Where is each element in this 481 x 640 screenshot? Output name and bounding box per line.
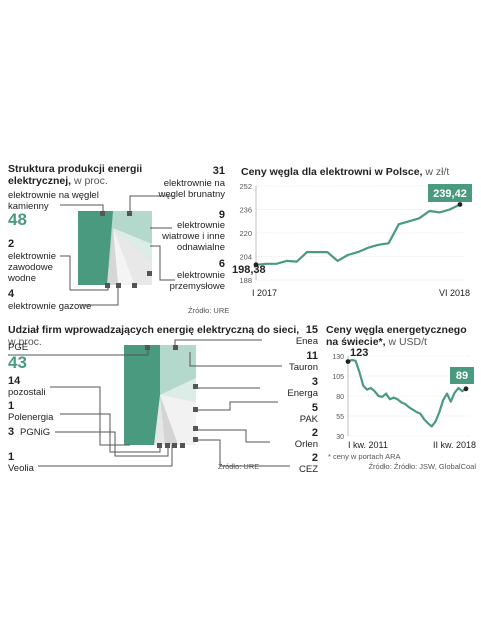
y-tick-label: 105: [332, 374, 344, 381]
pie2-label-pge: PGE: [8, 342, 29, 353]
last-point: [457, 202, 463, 207]
x-end-label: VI 2018: [439, 288, 470, 298]
pie2-label-pgnig: PGNiG: [20, 427, 51, 438]
pie2-value-energa: 3: [311, 376, 318, 388]
last-value-label: 239,42: [433, 188, 467, 200]
line2-source: Źródło: Źródło: JSW, GlobalCoal: [368, 462, 476, 471]
pie1-value-brunatny: 31: [212, 165, 225, 177]
last-value-box: [450, 367, 474, 384]
pie2-value-veolia: 1: [8, 451, 15, 463]
pie1-label-wodne: elektrownie zawodowe wodne: [8, 251, 57, 284]
first-point: [345, 359, 351, 364]
y-tick-label: 236: [239, 206, 252, 215]
last-point: [463, 386, 469, 392]
pie2-label-tauron: Tauron: [288, 362, 318, 373]
first-value-label: 198,38: [232, 264, 266, 276]
pie1-title: Struktura produkcji energii elektrycznej…: [8, 163, 143, 187]
last-value-label: 89: [456, 370, 468, 382]
first-value-label: 123: [350, 348, 368, 359]
pie2-label-cez: CEZ: [299, 464, 318, 475]
pie1-slice-przemyslowe: [113, 228, 152, 285]
y-tick-label: 204: [239, 253, 252, 262]
series-line: [347, 358, 467, 428]
y-tick-label: 55: [336, 414, 344, 421]
pie1-label-wiatrowe: elektrownie wiatrowe i inne odnawialne: [162, 220, 225, 253]
y-tick-label: 220: [239, 229, 252, 238]
line2-chart: 130 105 80 55 30 123 89 I kw. 2011 II kw. 2018: [332, 348, 476, 450]
pie2-value-pge: 43: [8, 353, 27, 372]
pie1-slice-brunatny: [113, 211, 152, 244]
pie2-label-pozostali: pozostali: [8, 387, 46, 398]
y-tick-label: 80: [336, 394, 344, 401]
pie1-value-wodne: 2: [8, 238, 15, 250]
pie1-value-przemyslowe: 6: [218, 258, 225, 270]
line2-footnote: * ceny w portach ARA: [328, 452, 401, 461]
pie1-slice-gazowe: [113, 228, 135, 285]
line1-title: Ceny węgla dla elektrowni w Polsce, w zł…: [241, 166, 450, 178]
pie2-title: Udział firm wprowadzających energię elek…: [8, 324, 300, 348]
pie1-leaders: [60, 195, 175, 306]
pie2-value-orlen: 2: [311, 427, 318, 439]
pie2-slice-small: [160, 395, 178, 445]
y-tick-label: 30: [336, 434, 344, 441]
first-point: [253, 262, 259, 268]
pie1-value-wiatrowe: 9: [218, 209, 225, 221]
pie1-markers: [100, 211, 152, 288]
pie2-leaders: [8, 339, 290, 467]
series-line: [255, 203, 461, 266]
pie1-source: Źródło: URE: [188, 306, 230, 315]
pie2-label-polenergia: Polenergia: [8, 412, 54, 423]
pie2-value-tauron: 11: [306, 350, 318, 362]
pie2-slice-pge: [124, 345, 160, 445]
pie1-label-brunatny: elektrownie na węglel brunatny: [158, 178, 225, 200]
pie1-value-kamienny: 48: [8, 210, 27, 229]
pie2-slice-enea-tauron: [160, 345, 196, 395]
last-value-box: [428, 184, 472, 202]
pie1-slice-kamienny: [78, 211, 113, 285]
pie2-label-enea: Enea: [295, 336, 318, 347]
y-tick-label: 252: [239, 182, 252, 191]
pie2-label-orlen: Orlen: [294, 439, 318, 450]
y-tick-label: 188: [239, 276, 252, 285]
pie2-markers: [145, 345, 198, 448]
pie2-value-pgnig: 3: [8, 426, 15, 438]
pie2-label-pak: PAK: [299, 414, 318, 425]
pie2-value-pak: 5: [311, 402, 318, 414]
x-start-label: I 2017: [252, 288, 277, 298]
pie1-label-gazowe: elektrownie gazowe: [8, 301, 92, 312]
y-tick-label: 130: [332, 354, 344, 361]
pie1-label-przemyslowe: elektrownie przemysłowe: [169, 270, 225, 292]
pie2-label-veolia: Veolia: [8, 463, 34, 474]
x-end-label: II kw. 2018: [433, 440, 476, 450]
line2-title: Ceny węgla energetycznego na świecie*, w…: [326, 324, 467, 348]
pie1-slice-wodne: [107, 228, 118, 285]
pie2-slice-energa-pak: [160, 378, 196, 402]
pie2-value-cez: 2: [311, 452, 318, 464]
x-start-label: I kw. 2011: [348, 440, 388, 450]
pie1-value-gazowe: 4: [8, 288, 15, 300]
pie2-value-polenergia: 1: [8, 400, 15, 412]
pie2-slice-orlen-cez: [160, 395, 196, 445]
pie2-value-enea: 15: [305, 324, 318, 336]
pie1-label-kamienny: elektrownie na węglel kamienny: [8, 190, 99, 212]
pie2-value-pozostali: 14: [8, 375, 21, 387]
pie2-label-energa: Energa: [287, 388, 318, 399]
